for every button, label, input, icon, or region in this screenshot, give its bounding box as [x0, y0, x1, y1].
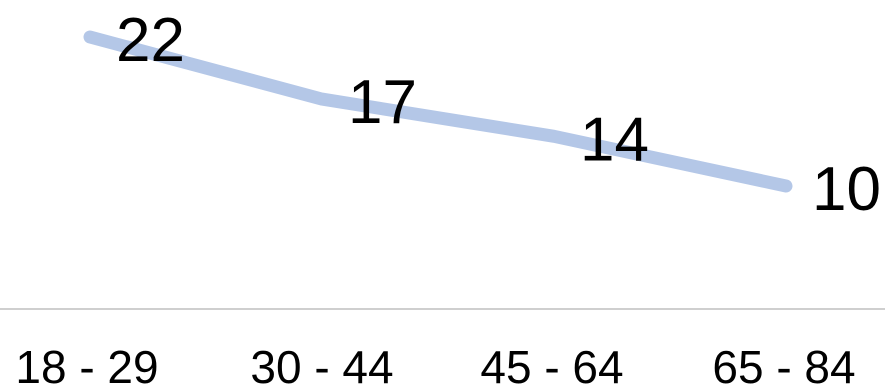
x-tick-label-2: 45 - 64 — [480, 341, 623, 388]
data-label-3: 10 — [812, 155, 881, 224]
x-tick-label-3: 65 - 84 — [712, 341, 855, 388]
data-label-2: 14 — [580, 105, 649, 174]
data-label-0: 22 — [116, 6, 185, 75]
x-tick-label-1: 30 - 44 — [250, 341, 393, 388]
x-axis-tick-labels: 18 - 29 30 - 44 45 - 64 65 - 84 — [15, 341, 855, 388]
x-tick-label-0: 18 - 29 — [15, 341, 158, 388]
series-line — [83, 30, 793, 193]
data-label-1: 17 — [348, 68, 417, 137]
data-labels: 22 17 14 10 — [116, 6, 881, 224]
